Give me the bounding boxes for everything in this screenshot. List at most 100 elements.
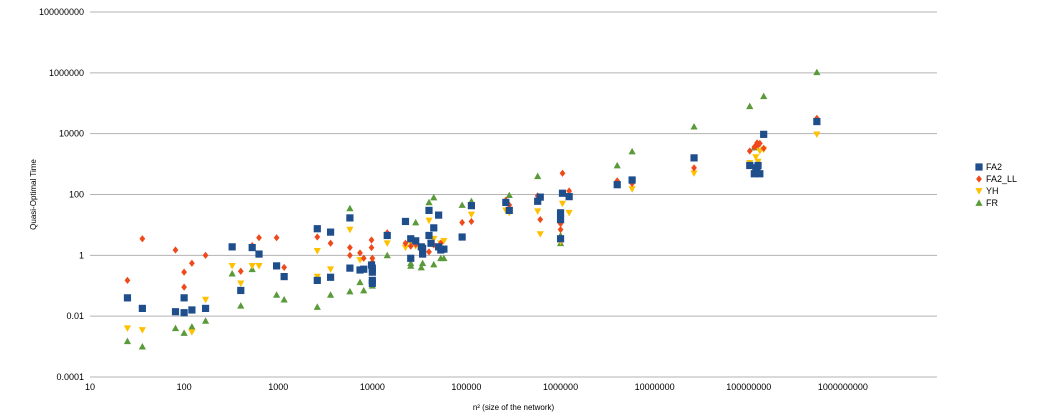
data-point-fa2 xyxy=(628,176,636,184)
data-point-fa2_ll xyxy=(426,248,432,256)
data-point-fa2 xyxy=(558,189,567,197)
data-point-yh xyxy=(565,209,573,217)
data-point-fa2 xyxy=(756,170,764,178)
data-point-fa2 xyxy=(534,197,542,205)
data-point-yh xyxy=(440,237,448,245)
data-point-yh xyxy=(123,325,132,332)
data-point-fr xyxy=(440,254,448,262)
data-point-fa2_ll xyxy=(368,236,375,244)
data-point-fa2 xyxy=(407,254,415,262)
data-point-fr xyxy=(360,286,368,294)
data-point-fr xyxy=(458,201,466,208)
x-tick-label: 100 xyxy=(177,382,192,392)
data-point-yh xyxy=(255,263,263,270)
data-point-fa2 xyxy=(313,276,321,284)
data-point-fa2_ll xyxy=(256,234,262,242)
data-point-yh xyxy=(228,263,236,270)
data-point-fa2 xyxy=(412,237,420,245)
data-point-fa2 xyxy=(419,250,427,258)
data-point-fa2 xyxy=(201,304,210,313)
data-point-fa2 xyxy=(255,250,263,258)
data-point-fa2 xyxy=(565,193,573,201)
x-tick-label: 10000000 xyxy=(635,382,675,392)
data-point-fa2_ll xyxy=(172,246,179,254)
data-point-yh xyxy=(813,131,821,138)
data-point-fa2_ll xyxy=(237,267,244,275)
data-point-fa2 xyxy=(346,264,354,272)
data-point-fr xyxy=(313,303,321,310)
data-point-fa2_ll xyxy=(756,139,763,147)
data-point-fa2 xyxy=(171,308,180,316)
y-tick-label: 100000000 xyxy=(39,7,84,17)
data-point-fr xyxy=(430,193,438,201)
data-point-yh xyxy=(690,170,698,177)
data-point-fa2_ll xyxy=(369,254,376,262)
data-point-fr xyxy=(505,191,513,199)
legend-marker xyxy=(975,188,983,195)
data-point-fa2 xyxy=(237,286,245,295)
data-point-yh xyxy=(237,280,245,287)
data-point-fa2 xyxy=(754,161,762,170)
data-point-fr xyxy=(138,342,146,350)
legend-label: FA2 xyxy=(986,162,1002,172)
data-point-fa2 xyxy=(556,209,565,217)
data-point-fa2_ll xyxy=(202,251,209,259)
data-point-fa2 xyxy=(613,181,621,189)
y-axis-title: Quasi-Optimal Time xyxy=(29,159,38,230)
data-point-fa2 xyxy=(326,273,335,281)
data-point-yh xyxy=(313,248,321,255)
data-point-fr xyxy=(419,259,427,267)
data-point-yh xyxy=(752,154,760,161)
data-point-fa2 xyxy=(419,244,427,252)
data-point-fr xyxy=(356,278,364,286)
data-point-fa2_ll xyxy=(559,169,566,177)
data-point-fa2 xyxy=(813,117,821,126)
data-point-fa2_ll xyxy=(566,187,573,195)
data-point-yh xyxy=(401,244,410,252)
x-tick-label: 10 xyxy=(85,382,95,392)
data-point-fa2 xyxy=(180,294,188,302)
data-point-yh xyxy=(467,211,476,219)
data-point-yh xyxy=(558,200,567,208)
data-point-fa2 xyxy=(502,198,510,206)
data-point-fa2_ll xyxy=(314,233,321,241)
data-point-fr xyxy=(171,324,180,332)
data-point-yh xyxy=(201,296,210,304)
data-point-fa2_ll xyxy=(537,215,544,224)
x-tick-label: 1000000000 xyxy=(818,382,868,392)
data-point-fa2_ll xyxy=(468,217,475,226)
data-point-fr xyxy=(534,172,542,180)
data-point-yh xyxy=(628,186,636,193)
data-point-fr xyxy=(407,259,415,267)
data-point-fa2 xyxy=(401,217,410,226)
data-point-fa2 xyxy=(556,235,565,243)
legend-label: FR xyxy=(986,198,998,208)
x-tick-label: 100000 xyxy=(451,382,481,392)
data-point-fr xyxy=(180,329,188,336)
data-point-fa2 xyxy=(228,243,236,251)
data-point-fa2 xyxy=(313,225,321,233)
x-tick-label: 1000000 xyxy=(543,382,578,392)
legend-marker xyxy=(976,175,982,183)
data-point-yh xyxy=(756,148,764,155)
data-point-fa2_ll xyxy=(368,243,375,252)
data-point-fa2 xyxy=(368,279,376,287)
data-point-fr xyxy=(430,260,438,268)
data-point-fa2_ll xyxy=(746,147,753,155)
data-point-fa2 xyxy=(326,228,335,236)
data-point-fa2 xyxy=(690,154,698,162)
data-point-fa2 xyxy=(458,233,466,241)
data-point-fr xyxy=(346,204,354,212)
data-point-fa2_ll xyxy=(124,276,131,284)
data-point-fr xyxy=(123,337,132,345)
y-tick-label: 100 xyxy=(69,190,84,200)
data-point-fr xyxy=(383,251,391,259)
data-point-fa2 xyxy=(440,245,448,253)
data-point-fa2 xyxy=(505,206,513,215)
data-point-fa2 xyxy=(425,231,433,240)
data-point-yh xyxy=(534,208,542,215)
x-tick-label: 100000000 xyxy=(726,382,771,392)
data-point-fa2 xyxy=(556,215,565,224)
